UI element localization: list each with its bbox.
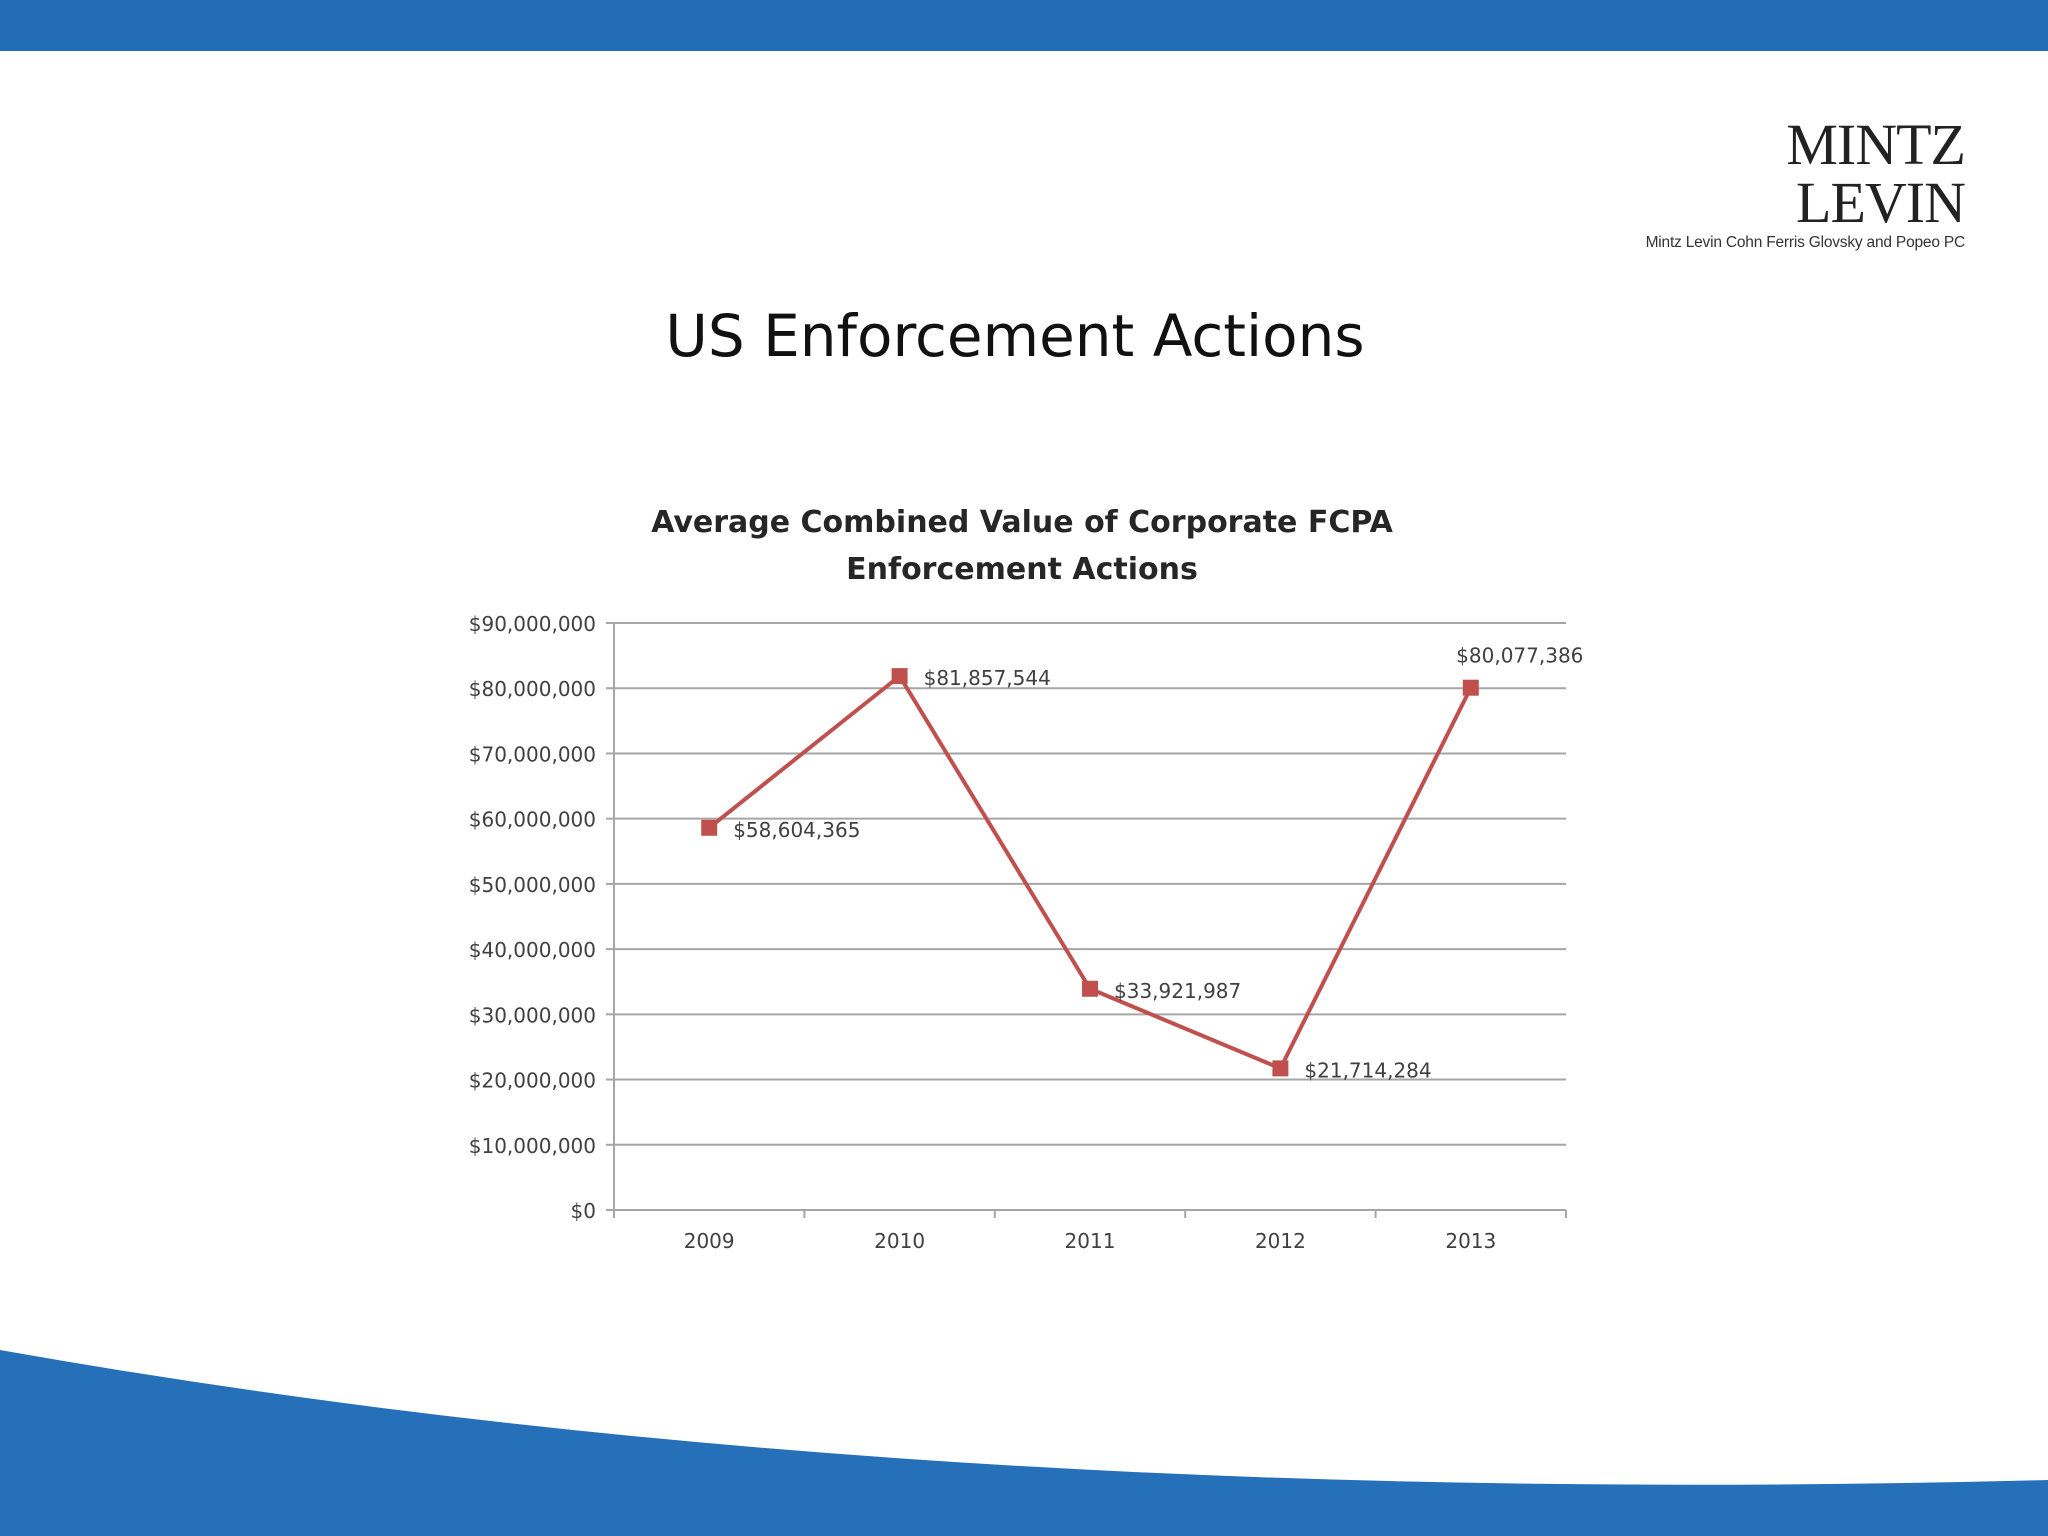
x-tick-label: 2009 — [684, 1229, 735, 1253]
y-tick-label: $60,000,000 — [469, 808, 596, 832]
bottom-wave-decoration — [0, 1350, 2048, 1536]
series-layer: $58,604,365 $81,857,544 $33,921,987 $21,714… — [701, 644, 1583, 1082]
chart-title: Average Combined Value of Corporate FCPA — [651, 505, 1393, 540]
gridlines — [614, 622, 1566, 1146]
x-tick-label: 2011 — [1065, 1229, 1116, 1253]
y-tick-label: $50,000,000 — [469, 873, 596, 897]
x-tick-label: 2013 — [1445, 1229, 1496, 1253]
data-point-marker — [1462, 679, 1479, 696]
y-tick-label: $0 — [571, 1199, 596, 1223]
top-banner — [0, 0, 2048, 51]
logo-wordmark: MINTZ LEVIN — [1786, 112, 1966, 235]
data-point-marker — [701, 819, 718, 836]
data-label: $21,714,284 — [1304, 1058, 1431, 1082]
series-line — [707, 673, 1473, 1071]
line-chart: Average Combined Value of Corporate FCPA… — [469, 505, 1584, 1253]
y-tick-label: $20,000,000 — [469, 1069, 596, 1093]
data-point-marker — [1082, 980, 1098, 997]
y-tick-label: $90,000,000 — [469, 612, 596, 636]
x-tick-label: 2012 — [1255, 1229, 1306, 1253]
slide-title: US Enforcement Actions — [665, 302, 1365, 370]
y-tick-label: $80,000,000 — [469, 677, 596, 701]
company-logo: MINTZ LEVIN Mintz Levin Cohn Ferris Glov… — [1605, 112, 1966, 252]
x-tick-label: 2010 — [874, 1229, 925, 1253]
data-label: $58,604,365 — [733, 818, 860, 842]
chart-title-line2: Enforcement Actions — [846, 552, 1198, 587]
y-tick-label: $10,000,000 — [469, 1134, 596, 1158]
data-label: $33,921,987 — [1114, 979, 1241, 1003]
data-point-marker — [1272, 1060, 1289, 1077]
y-tick-label: $40,000,000 — [469, 938, 596, 962]
data-label: $81,857,544 — [924, 666, 1051, 690]
axes: $0 $10,000,000 $20,000,000 $30,000,000 $40,0… — [469, 612, 1567, 1253]
y-tick-label: $30,000,000 — [469, 1003, 596, 1027]
data-point-marker — [891, 668, 908, 685]
data-label: $80,077,386 — [1456, 644, 1583, 668]
logo-tagline: Mintz Levin Cohn Ferris Glovsky and Pope… — [1645, 234, 1966, 251]
y-tick-label: $70,000,000 — [469, 742, 596, 766]
